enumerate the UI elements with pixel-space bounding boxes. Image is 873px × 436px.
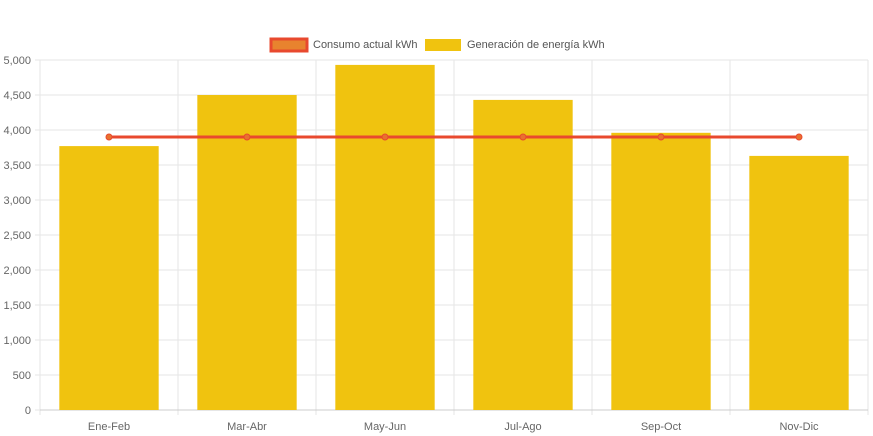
- legend-label-generacion: Generación de energía kWh: [467, 39, 605, 51]
- legend-label-consumo: Consumo actual kWh: [313, 39, 418, 51]
- y-tick-label: 500: [13, 370, 31, 382]
- line-point-mar-abr[interactable]: [243, 133, 251, 141]
- line-point-ene-feb[interactable]: [105, 133, 113, 141]
- y-tick-label: 5,000: [3, 55, 31, 67]
- y-tick-label: 2,500: [3, 230, 31, 242]
- bar-sep-oct[interactable]: [611, 132, 711, 411]
- line-point-may-jun[interactable]: [381, 133, 389, 141]
- line-point-jul-ago[interactable]: [519, 133, 527, 141]
- x-tick-label: Nov-Dic: [779, 421, 819, 433]
- y-axis: 0 500 1,000 1,500 2,000 2,500 3,000 3,500 4,000 4…: [3, 55, 31, 417]
- x-tick-label: Ene-Feb: [88, 421, 130, 433]
- bar-nov-dic[interactable]: [749, 155, 849, 410]
- y-tick-label: 4,500: [3, 90, 31, 102]
- line-series: [105, 133, 803, 141]
- legend-item-generacion[interactable]: Generación de energía kWh: [425, 39, 605, 51]
- x-tick-label: Mar-Abr: [227, 421, 267, 433]
- line-point-nov-dic[interactable]: [795, 133, 803, 141]
- bar-ene-feb[interactable]: [59, 146, 159, 410]
- bar-may-jun[interactable]: [335, 64, 435, 411]
- legend-swatch-generacion: [425, 39, 461, 51]
- bar-mar-abr[interactable]: [197, 95, 297, 410]
- y-tick-label: 0: [25, 405, 31, 417]
- y-tick-label: 1,500: [3, 300, 31, 312]
- legend-item-consumo[interactable]: Consumo actual kWh: [269, 37, 418, 53]
- y-tick-label: 3,000: [3, 195, 31, 207]
- legend-swatch-consumo: [269, 37, 309, 53]
- bar-jul-ago[interactable]: [473, 99, 573, 411]
- x-tick-label: May-Jun: [364, 421, 406, 433]
- grid-lines: [35, 59, 869, 415]
- x-axis: Ene-Feb Mar-Abr May-Jun Jul-Ago Sep-Oct Nov-D…: [88, 421, 819, 433]
- x-tick-label: Sep-Oct: [641, 421, 681, 433]
- y-tick-label: 4,000: [3, 125, 31, 137]
- legend[interactable]: Consumo actual kWh Generación de energía…: [269, 37, 605, 53]
- y-tick-label: 1,000: [3, 335, 31, 347]
- bars: [59, 64, 849, 411]
- line-point-sep-oct[interactable]: [657, 133, 665, 141]
- x-tick-label: Jul-Ago: [504, 421, 541, 433]
- y-tick-label: 3,500: [3, 160, 31, 172]
- y-tick-label: 2,000: [3, 265, 31, 277]
